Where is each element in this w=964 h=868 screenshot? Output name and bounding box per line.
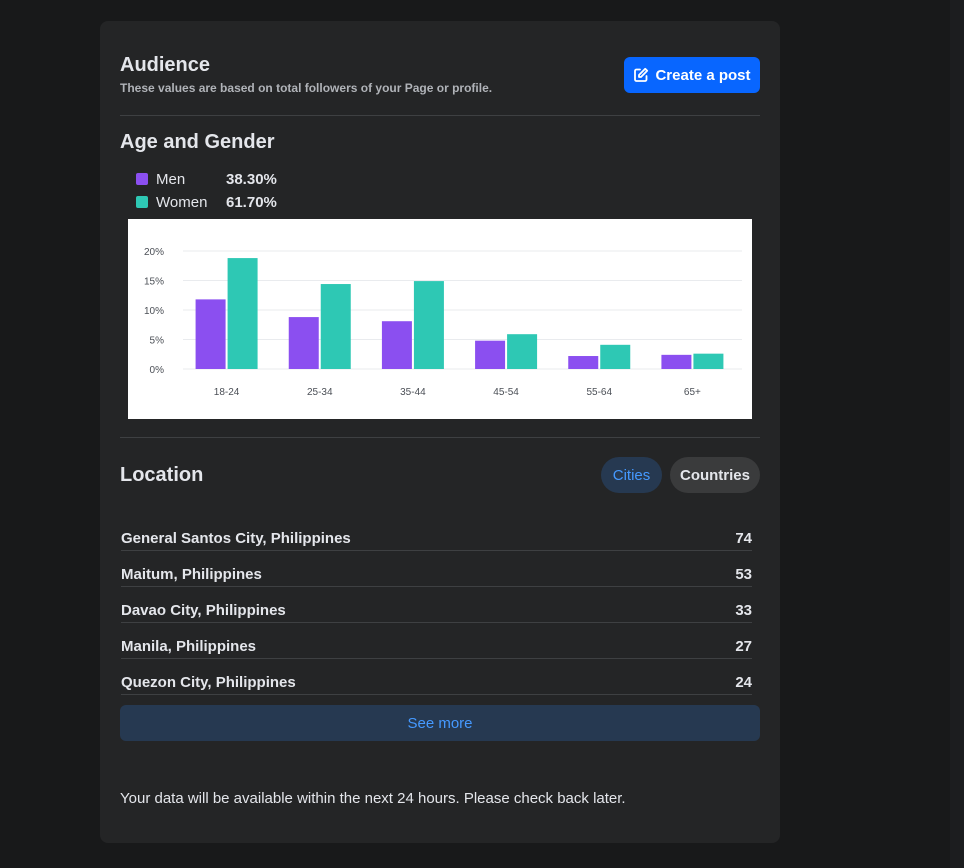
list-item: Maitum, Philippines 53 — [121, 551, 752, 587]
bar-women — [600, 344, 631, 369]
audience-card: Audience These values are based on total… — [100, 21, 780, 843]
bar-women — [693, 353, 724, 369]
tab-countries[interactable]: Countries — [670, 457, 760, 493]
bar-chart-svg: 0% 5% 10% 15% 20% 18-24 25-34 35-44 45-54 55-64 65… — [144, 247, 742, 398]
bar-women — [320, 284, 351, 369]
legend-label-women: Women — [156, 193, 208, 211]
list-item: General Santos City, Philippines 74 — [121, 515, 752, 551]
right-edge-strip — [950, 0, 964, 868]
list-item: Manila, Philippines 27 — [121, 623, 752, 659]
x-tick-label: 65+ — [684, 387, 701, 398]
age-gender-chart: 0% 5% 10% 15% 20% 18-24 25-34 35-44 45-54 55-64 65… — [128, 219, 752, 419]
x-tick-label: 45-54 — [493, 387, 519, 398]
women-swatch — [136, 196, 148, 208]
bar-women — [507, 334, 538, 369]
y-tick-label: 15% — [144, 277, 164, 288]
bar-men — [195, 299, 226, 369]
x-tick-label: 18-24 — [214, 387, 240, 398]
legend-percent-women: 61.70% — [226, 193, 277, 211]
city-count: 27 — [735, 638, 752, 655]
bar-men — [475, 340, 506, 369]
city-count: 24 — [735, 674, 752, 691]
bar-women — [413, 281, 444, 369]
list-item: Davao City, Philippines 33 — [121, 587, 752, 623]
x-tick-label: 55-64 — [586, 387, 612, 398]
bar-men — [381, 321, 412, 369]
city-count: 33 — [735, 602, 752, 619]
y-tick-label: 20% — [144, 247, 164, 258]
divider — [120, 115, 760, 116]
create-post-label: Create a post — [655, 66, 751, 84]
men-swatch — [136, 173, 148, 185]
location-title: Location — [120, 464, 204, 486]
bar-women — [227, 258, 258, 369]
city-name: Manila, Philippines — [121, 638, 257, 655]
x-tick-label: 25-34 — [307, 387, 333, 398]
data-availability-note: Your data will be available within the n… — [120, 790, 626, 807]
legend-label-men: Men — [156, 170, 186, 188]
y-tick-label: 0% — [150, 365, 165, 376]
city-name: Quezon City, Philippines — [121, 674, 296, 691]
y-tick-label: 5% — [150, 336, 165, 347]
city-name: Maitum, Philippines — [121, 566, 262, 583]
city-name: General Santos City, Philippines — [121, 530, 351, 547]
divider — [120, 437, 760, 438]
edit-icon — [633, 67, 649, 83]
legend-item-women: Women 61.70% — [136, 192, 277, 212]
legend-item-men: Men 38.30% — [136, 169, 277, 189]
city-name: Davao City, Philippines — [121, 602, 286, 619]
audience-subtitle: These values are based on total follower… — [120, 81, 493, 95]
tab-cities[interactable]: Cities — [601, 457, 662, 493]
create-post-button[interactable]: Create a post — [624, 57, 760, 93]
list-item: Quezon City, Philippines 24 — [121, 659, 752, 695]
bar-men — [661, 354, 692, 369]
city-count: 53 — [735, 566, 752, 583]
see-more-button[interactable]: See more — [120, 705, 760, 741]
audience-title: Audience — [120, 54, 211, 76]
age-gender-title: Age and Gender — [120, 131, 275, 153]
city-count: 74 — [735, 530, 752, 547]
x-tick-label: 35-44 — [400, 387, 426, 398]
bar-men — [288, 317, 319, 369]
y-tick-label: 10% — [144, 306, 164, 317]
bar-men — [568, 356, 599, 369]
legend-percent-men: 38.30% — [226, 170, 277, 188]
